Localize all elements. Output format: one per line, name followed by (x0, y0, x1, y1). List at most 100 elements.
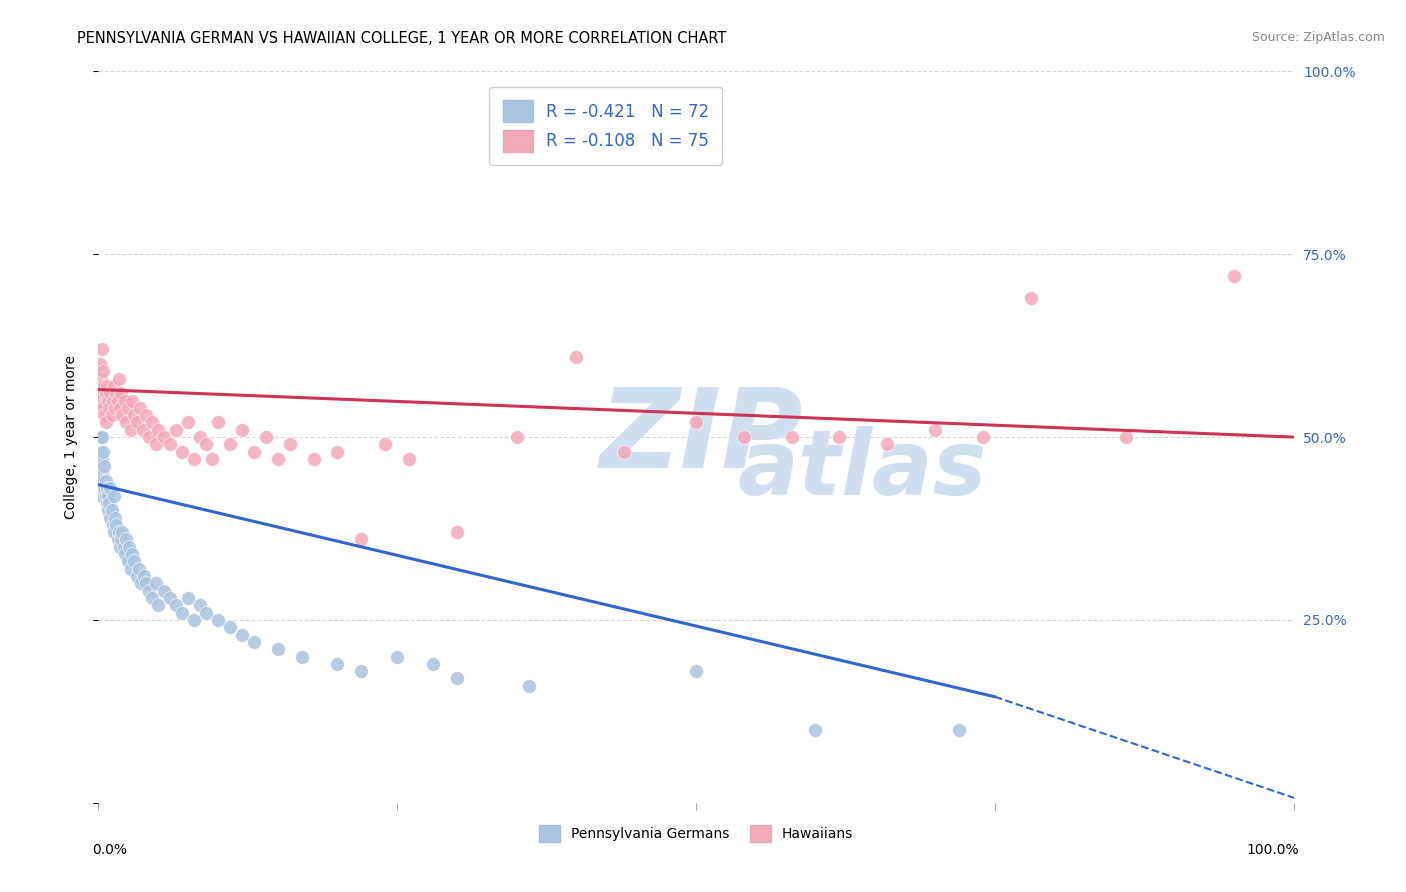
Point (129, 401, 152, 415)
Point (135, 408, 157, 422)
Point (350, 533, 373, 547)
Point (94, 474, 117, 488)
Point (107, 393, 129, 408)
Point (103, 489, 125, 503)
Point (112, 540, 135, 554)
Point (804, 723, 827, 737)
Point (685, 416, 707, 430)
Point (219, 620, 242, 634)
Point (105, 517, 128, 532)
Point (219, 437, 242, 451)
Point (172, 606, 194, 620)
Point (125, 416, 148, 430)
Point (128, 562, 150, 576)
Point (398, 452, 420, 467)
Point (326, 444, 349, 458)
Point (121, 547, 143, 561)
Point (120, 562, 142, 576)
Point (1223, 269, 1246, 284)
Text: 0.0%: 0.0% (93, 843, 128, 857)
Point (183, 613, 205, 627)
Point (231, 423, 253, 437)
Point (94, 489, 117, 503)
Point (121, 393, 143, 408)
Point (120, 423, 142, 437)
Point (104, 401, 127, 415)
Point (135, 576, 157, 591)
Point (132, 569, 155, 583)
Point (506, 430, 529, 444)
Point (131, 576, 153, 591)
Point (183, 452, 205, 467)
Point (172, 444, 194, 458)
Point (124, 554, 146, 568)
Point (100, 408, 122, 422)
Point (201, 452, 224, 467)
Point (153, 430, 176, 444)
Point (98, 496, 121, 510)
Point (93, 459, 115, 474)
Point (685, 664, 707, 678)
Point (118, 540, 141, 554)
Point (446, 672, 468, 686)
Point (110, 533, 132, 547)
Point (278, 437, 301, 451)
Point (107, 371, 129, 385)
Point (96, 496, 118, 510)
Point (93, 481, 115, 495)
Point (107, 533, 129, 547)
Point (108, 401, 131, 415)
Point (91, 401, 114, 415)
Point (254, 430, 277, 444)
Point (96, 481, 118, 495)
Point (422, 657, 444, 671)
Point (114, 393, 136, 408)
Point (153, 583, 176, 598)
Point (131, 423, 153, 437)
Point (90, 459, 112, 474)
Point (96, 379, 118, 393)
Point (101, 517, 124, 532)
Point (733, 430, 755, 444)
Point (165, 423, 187, 437)
Point (267, 452, 290, 467)
Point (517, 679, 540, 693)
Point (93, 408, 115, 422)
Point (111, 525, 134, 540)
Point (446, 525, 468, 540)
Point (145, 437, 167, 451)
Text: PENNSYLVANIA GERMAN VS HAWAIIAN COLLEGE, 1 YEAR OR MORE CORRELATION CHART: PENNSYLVANIA GERMAN VS HAWAIIAN COLLEGE,… (77, 31, 727, 46)
Point (148, 423, 170, 437)
Point (103, 525, 125, 540)
Point (1019, 291, 1042, 305)
Point (1115, 430, 1137, 444)
Point (98, 386, 122, 401)
Point (91, 364, 114, 378)
Point (117, 554, 139, 568)
Point (972, 430, 994, 444)
Point (111, 408, 134, 422)
Text: Source: ZipAtlas.com: Source: ZipAtlas.com (1251, 31, 1385, 45)
Text: ZIP: ZIP (600, 384, 804, 491)
Point (267, 642, 290, 657)
Point (90, 393, 112, 408)
Point (924, 423, 946, 437)
Point (108, 540, 131, 554)
Point (114, 547, 136, 561)
Text: 100.0%: 100.0% (1247, 843, 1299, 857)
Text: atlas: atlas (738, 426, 987, 514)
Point (125, 569, 148, 583)
Point (90, 489, 112, 503)
Point (98, 401, 121, 415)
Point (141, 416, 163, 430)
Point (302, 452, 325, 467)
Point (91, 467, 114, 481)
Point (876, 437, 898, 451)
Legend: Pennsylvania Germans, Hawaiians: Pennsylvania Germans, Hawaiians (533, 820, 859, 847)
Point (195, 606, 218, 620)
Point (243, 444, 266, 458)
Point (565, 350, 588, 364)
Point (107, 525, 129, 540)
Point (326, 657, 349, 671)
Point (385, 649, 409, 664)
